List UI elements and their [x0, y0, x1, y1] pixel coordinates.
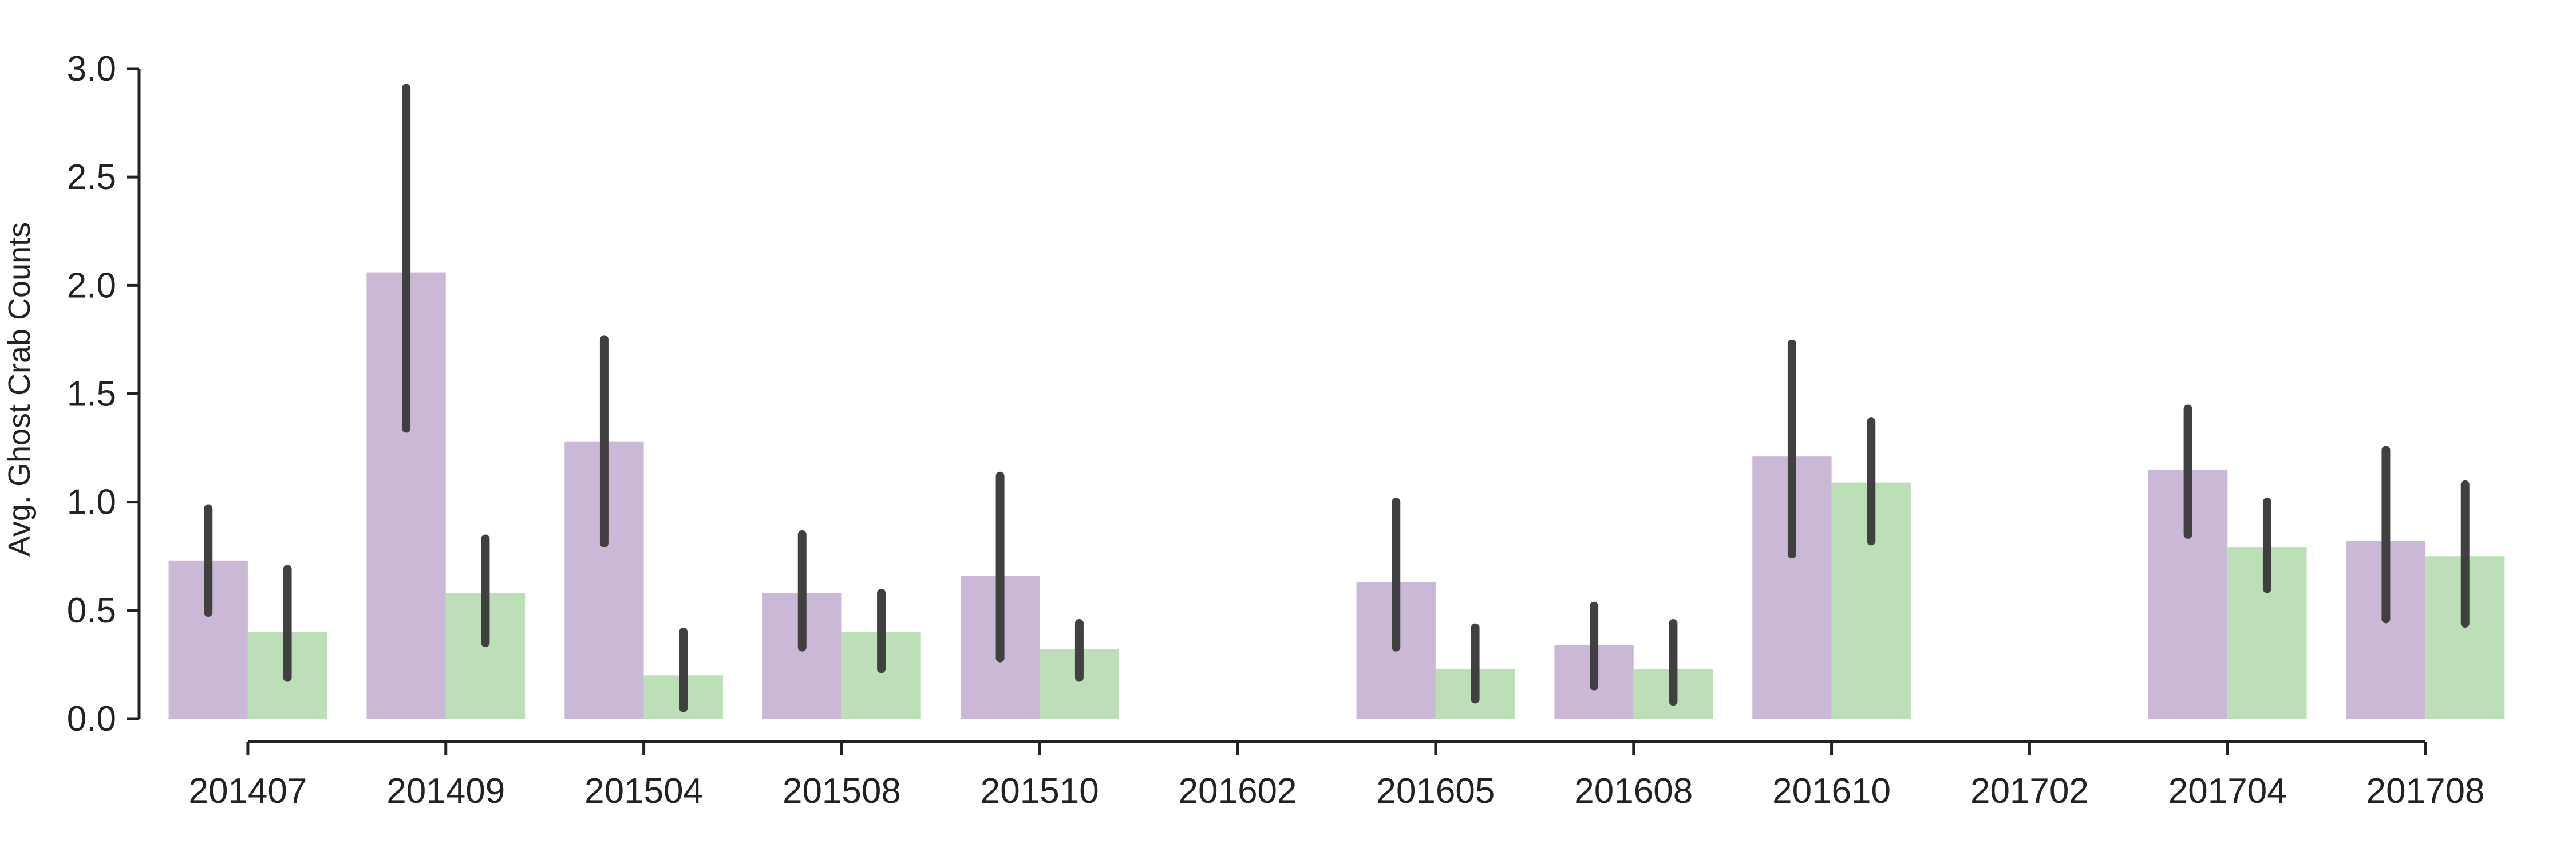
y-tick-label: 1.5: [67, 375, 116, 414]
y-tick-label: 2.5: [67, 157, 116, 197]
error-bars-layer: [204, 84, 2470, 712]
x-tick-label: 201704: [2168, 771, 2287, 811]
x-tick-label: 201409: [386, 771, 505, 811]
x-tick-label: 201608: [1574, 771, 1693, 811]
x-tick-label: 201708: [2366, 771, 2485, 811]
x-axis: 201407 201409 201504 201508 201510 201602 2016…: [188, 740, 2485, 811]
x-tick-label: 201602: [1179, 771, 1297, 811]
y-tick-label: 0.5: [67, 591, 116, 631]
x-tick-label: 201605: [1376, 771, 1495, 811]
x-tick-label: 201407: [188, 771, 307, 811]
y-tick-label: 0.0: [67, 699, 116, 739]
x-tick-label: 201504: [584, 771, 703, 811]
y-axis-label: Avg. Ghost Crab Counts: [2, 222, 37, 557]
y-tick-label: 3.0: [67, 49, 116, 89]
x-tick-label: 201508: [783, 771, 901, 811]
y-tick-label: 1.0: [67, 483, 116, 522]
x-tick-label: 201610: [1772, 771, 1891, 811]
y-axis: 0.0 0.5 1.0 1.5 2.0 2.5 3.0: [67, 49, 141, 739]
x-tick-label: 201510: [981, 771, 1099, 811]
x-tick-label: 201702: [1970, 771, 2089, 811]
bars-layer: [168, 272, 2505, 719]
y-tick-label: 2.0: [67, 266, 116, 305]
